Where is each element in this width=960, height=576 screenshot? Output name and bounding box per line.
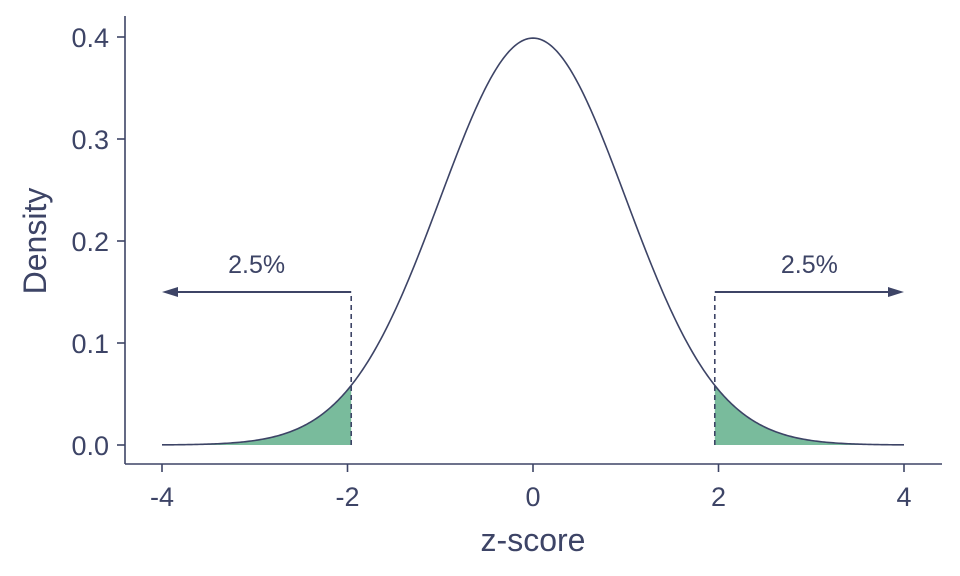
x-axis-title: z-score xyxy=(481,522,586,558)
y-tick-label: 0.3 xyxy=(71,125,109,155)
right-arrow-head xyxy=(888,287,904,297)
x-tick-label: -4 xyxy=(150,482,174,512)
x-tick-label: 4 xyxy=(896,482,911,512)
density-curve xyxy=(161,37,905,446)
axes xyxy=(117,16,942,472)
y-axis-title: Density xyxy=(17,188,53,295)
right-tail-percent-label: 2.5% xyxy=(781,251,838,279)
y-tick-labels: 0.0 0.1 0.2 0.3 0.4 xyxy=(71,23,109,461)
left-arrow-head xyxy=(162,287,178,297)
left-tail-percent-label: 2.5% xyxy=(228,251,285,279)
shaded-regions xyxy=(162,385,904,445)
right-tail-shade xyxy=(714,385,904,445)
x-tick-label: 2 xyxy=(711,482,726,512)
y-tick-label: 0.1 xyxy=(71,329,109,359)
y-tick-label: 0.0 xyxy=(71,431,109,461)
cutoff-lines xyxy=(350,292,716,445)
x-tick-label: 0 xyxy=(525,482,540,512)
y-tick-label: 0.2 xyxy=(71,227,109,257)
left-tail-shade xyxy=(162,385,352,445)
tail-arrows xyxy=(162,287,904,297)
y-tick-label: 0.4 xyxy=(71,23,109,53)
x-tick-labels: -4 -2 0 2 4 xyxy=(150,482,912,512)
density-curve-layer xyxy=(161,37,905,446)
x-tick-label: -2 xyxy=(335,482,359,512)
